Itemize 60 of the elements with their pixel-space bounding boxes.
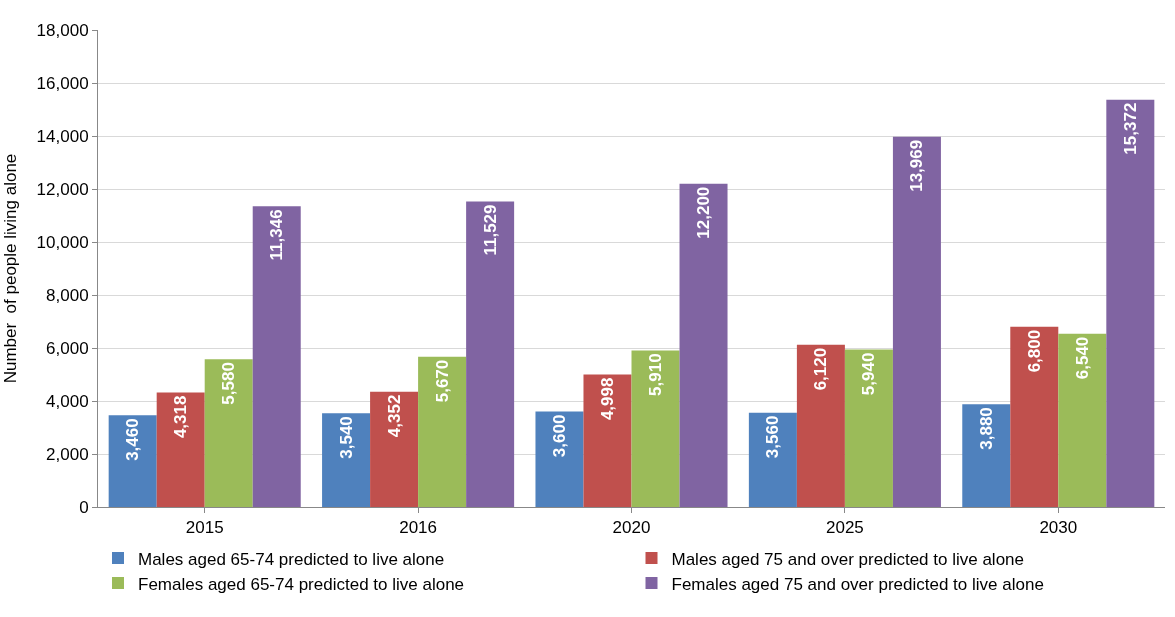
bar xyxy=(322,413,371,507)
data-label: 6,540 xyxy=(1072,336,1092,380)
bar xyxy=(748,412,797,507)
y-tick-label: 18,000 xyxy=(36,20,89,40)
legend-label: Males aged 65-74 predicted to live alone xyxy=(138,549,445,569)
x-tick-label: 2025 xyxy=(825,518,864,538)
y-tick-label: 0 xyxy=(79,497,89,517)
bar xyxy=(535,411,584,507)
bar xyxy=(892,136,941,507)
y-tick-label: 2,000 xyxy=(46,444,89,464)
x-tick-label: 2030 xyxy=(1039,518,1078,538)
bar xyxy=(1058,333,1107,507)
data-label: 3,540 xyxy=(336,416,356,459)
data-label: 6,800 xyxy=(1024,329,1044,373)
bar xyxy=(1010,326,1059,507)
data-label: 12,200 xyxy=(694,186,714,239)
legend-label: Females aged 65-74 predicted to live alone xyxy=(138,574,465,594)
data-label: 3,560 xyxy=(763,415,783,459)
y-tick-label: 4,000 xyxy=(46,391,89,411)
y-tick-label: 14,000 xyxy=(36,126,89,146)
y-tick-label: 8,000 xyxy=(46,285,89,305)
bar xyxy=(844,349,893,507)
y-tick-label: 16,000 xyxy=(36,73,89,93)
data-label: 15,372 xyxy=(1120,102,1140,155)
data-label: 4,998 xyxy=(597,377,617,421)
data-label: 13,969 xyxy=(907,139,927,192)
y-tick-label: 6,000 xyxy=(46,338,89,358)
data-label: 11,529 xyxy=(480,204,500,256)
bar xyxy=(962,404,1011,507)
bar xyxy=(583,374,632,507)
data-label: 5,670 xyxy=(432,359,452,403)
bar xyxy=(1106,99,1155,507)
bar xyxy=(156,392,205,507)
bar xyxy=(204,359,253,507)
y-axis-title: Number of people living alone xyxy=(1,153,21,384)
data-label: 3,600 xyxy=(549,414,569,458)
y-tick-label: 10,000 xyxy=(36,232,89,252)
bar xyxy=(418,356,467,507)
x-tick-label: 2016 xyxy=(399,518,438,538)
data-label: 6,120 xyxy=(811,347,831,391)
data-label: 4,318 xyxy=(171,395,191,439)
data-label: 5,910 xyxy=(646,353,666,396)
bar xyxy=(108,415,157,507)
bar xyxy=(796,344,845,507)
legend-label: Females aged 75 and over predicted to live alone xyxy=(671,574,1044,594)
bar xyxy=(370,391,419,507)
bar xyxy=(679,183,728,507)
data-label: 3,460 xyxy=(123,418,143,461)
bar xyxy=(252,206,301,507)
legend-label: Males aged 75 and over predicted to live alone xyxy=(671,549,1025,569)
bar xyxy=(631,350,680,507)
data-label: 5,940 xyxy=(859,352,879,396)
data-label: 3,880 xyxy=(976,407,996,450)
bar xyxy=(466,201,515,507)
x-tick-label: 2015 xyxy=(185,518,224,538)
data-label: 11,346 xyxy=(267,209,287,261)
data-label: 4,352 xyxy=(384,394,404,438)
x-tick-label: 2020 xyxy=(612,518,651,538)
data-label: 5,580 xyxy=(219,362,239,405)
y-tick-label: 12,000 xyxy=(36,179,89,199)
